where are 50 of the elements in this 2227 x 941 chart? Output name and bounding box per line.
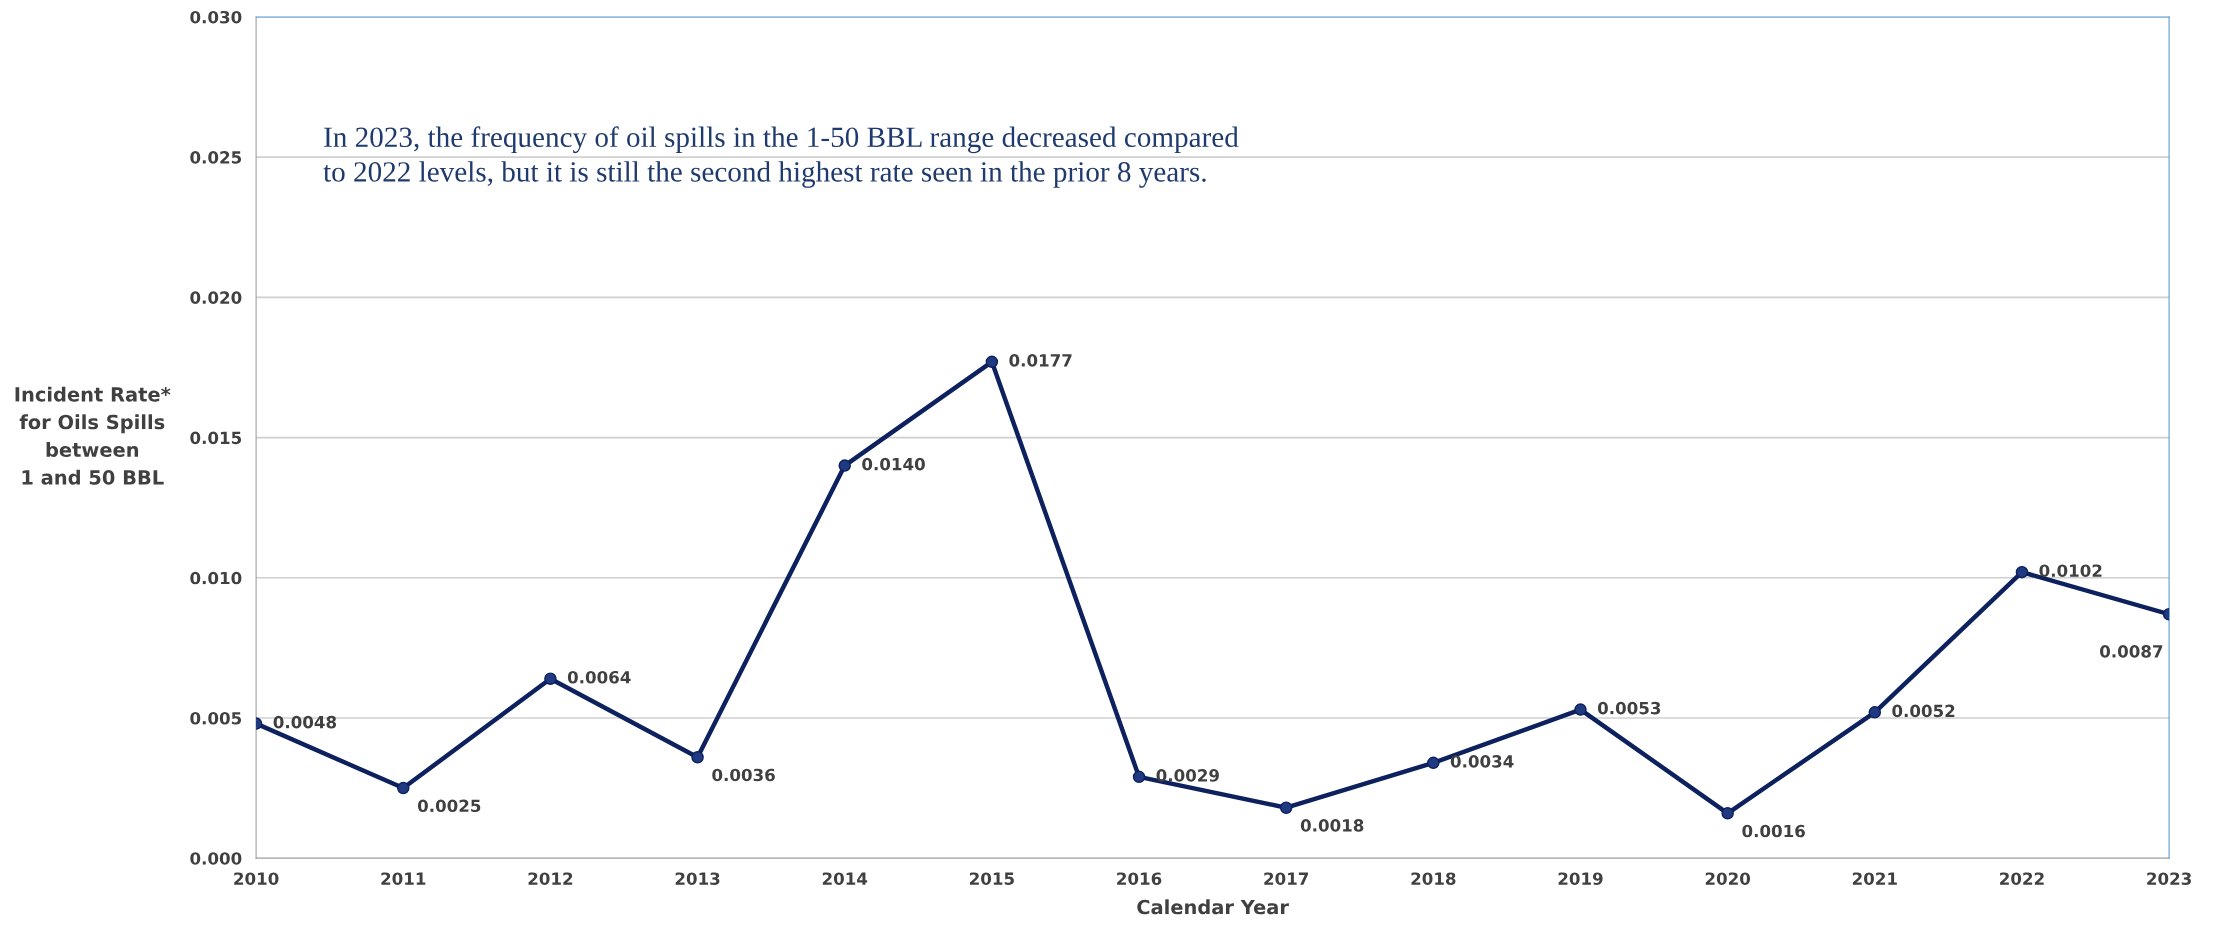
point (397, 781, 410, 795)
x-axis-title: Calendar Year (1137, 899, 1289, 915)
x-tick-label: 2022 (2000, 872, 2044, 885)
x-tick-label: 2020 (1705, 872, 1751, 885)
point (1279, 801, 1293, 814)
y-axis-title: Incident Rate* for Oils Spills between 1 and 50 BBL (15, 386, 171, 485)
point (691, 750, 704, 764)
x-tick-label: 2018 (1411, 872, 1456, 885)
data-label: 0.0016 (1742, 824, 1805, 838)
point (1574, 703, 1587, 716)
data-label: 0.0087 (2100, 645, 2163, 658)
y-tick-label: 0.015 (190, 431, 242, 445)
x-tick-label: 2019 (1558, 872, 1603, 885)
point (1868, 706, 1882, 719)
x-tick-label: 2012 (528, 872, 573, 885)
point (2015, 565, 2029, 579)
x-tick-label: 2017 (1264, 872, 1309, 885)
x-tick-label: 2015 (970, 872, 1014, 885)
x-tick-label: 2023 (2147, 872, 2191, 885)
data-label: 0.0048 (273, 715, 337, 729)
data-label: 0.0140 (862, 457, 925, 471)
y-tick-label: 0.005 (190, 711, 242, 725)
y-tick-label: 0.030 (190, 10, 242, 24)
x-tick-label: 2011 (381, 872, 426, 885)
x-tick-label: 2010 (234, 872, 279, 885)
data-label: 0.0034 (1450, 755, 1514, 768)
point (1427, 756, 1440, 770)
y-tick-label: 0.000 (190, 852, 242, 865)
point (1132, 770, 1146, 784)
x-tick-label: 2014 (822, 872, 868, 885)
point (1721, 807, 1734, 820)
data-label: 0.0052 (1892, 704, 1955, 718)
point (544, 672, 557, 685)
data-label: 0.0018 (1300, 819, 1364, 832)
y-tick-label: 0.010 (190, 571, 242, 585)
y-tick-label: 0.020 (190, 291, 242, 304)
x-tick-label: 2021 (1852, 872, 1897, 885)
data-label: 0.0025 (417, 799, 481, 813)
data-label: 0.0177 (1009, 354, 1072, 367)
point (985, 355, 999, 369)
point (838, 459, 851, 472)
y-tick-label: 0.025 (190, 151, 242, 164)
data-label: 0.0053 (1597, 701, 1661, 715)
data-label: 0.0102 (2039, 564, 2102, 577)
annotation: In 2023, the frequency of oil spills in the 1-50 BBL range decreased compared to 2022 levels, but it is still the second highest rate seen in the prior 8 years. (323, 126, 1239, 188)
data-label: 0.0029 (1156, 769, 1219, 782)
x-tick-label: 2013 (675, 872, 720, 885)
data-label: 0.0036 (712, 768, 775, 782)
x-tick-label: 2016 (1117, 872, 1162, 885)
data-label: 0.0064 (567, 670, 631, 684)
